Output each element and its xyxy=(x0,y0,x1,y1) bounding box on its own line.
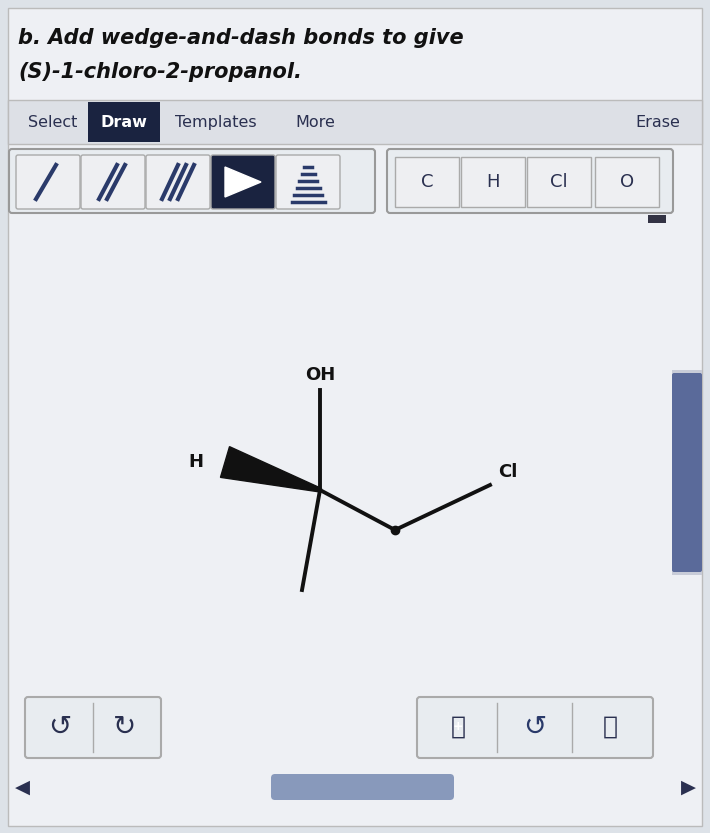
Text: C: C xyxy=(421,173,433,191)
Bar xyxy=(527,157,591,207)
Text: H: H xyxy=(486,173,500,191)
Text: Erase: Erase xyxy=(635,114,680,129)
Bar xyxy=(648,215,666,223)
FancyBboxPatch shape xyxy=(16,155,80,209)
Bar xyxy=(395,157,459,207)
Text: H: H xyxy=(188,453,203,471)
Text: ↺: ↺ xyxy=(48,713,72,741)
FancyBboxPatch shape xyxy=(387,149,673,213)
Text: (S)-1-chloro-2-propanol.: (S)-1-chloro-2-propanol. xyxy=(18,62,302,82)
FancyBboxPatch shape xyxy=(8,8,702,826)
FancyBboxPatch shape xyxy=(417,697,653,758)
Text: Cl: Cl xyxy=(498,463,518,481)
Text: +: + xyxy=(453,721,464,734)
Polygon shape xyxy=(221,446,321,492)
FancyBboxPatch shape xyxy=(276,155,340,209)
Polygon shape xyxy=(225,167,261,197)
FancyBboxPatch shape xyxy=(672,373,702,572)
Text: 🔍: 🔍 xyxy=(603,715,618,739)
FancyBboxPatch shape xyxy=(81,155,145,209)
Bar xyxy=(88,102,160,142)
Bar xyxy=(672,370,702,575)
Bar xyxy=(595,157,659,207)
Text: ▶: ▶ xyxy=(680,777,696,796)
Text: b. Add wedge-and-dash bonds to give: b. Add wedge-and-dash bonds to give xyxy=(18,28,464,48)
FancyBboxPatch shape xyxy=(25,697,161,758)
Text: Draw: Draw xyxy=(101,114,148,129)
Text: 🔍: 🔍 xyxy=(451,715,466,739)
Text: ◀: ◀ xyxy=(14,777,30,796)
Text: More: More xyxy=(295,114,335,129)
Text: ↺: ↺ xyxy=(523,713,547,741)
Text: Cl: Cl xyxy=(550,173,568,191)
FancyBboxPatch shape xyxy=(146,155,210,209)
FancyBboxPatch shape xyxy=(9,149,375,213)
Text: ↻: ↻ xyxy=(114,713,136,741)
Text: OH: OH xyxy=(305,366,335,384)
Bar xyxy=(8,100,702,144)
Text: Templates: Templates xyxy=(175,114,256,129)
FancyBboxPatch shape xyxy=(211,155,275,209)
Text: O: O xyxy=(620,173,634,191)
Bar xyxy=(461,157,525,207)
FancyBboxPatch shape xyxy=(271,774,454,800)
Text: Select: Select xyxy=(28,114,77,129)
